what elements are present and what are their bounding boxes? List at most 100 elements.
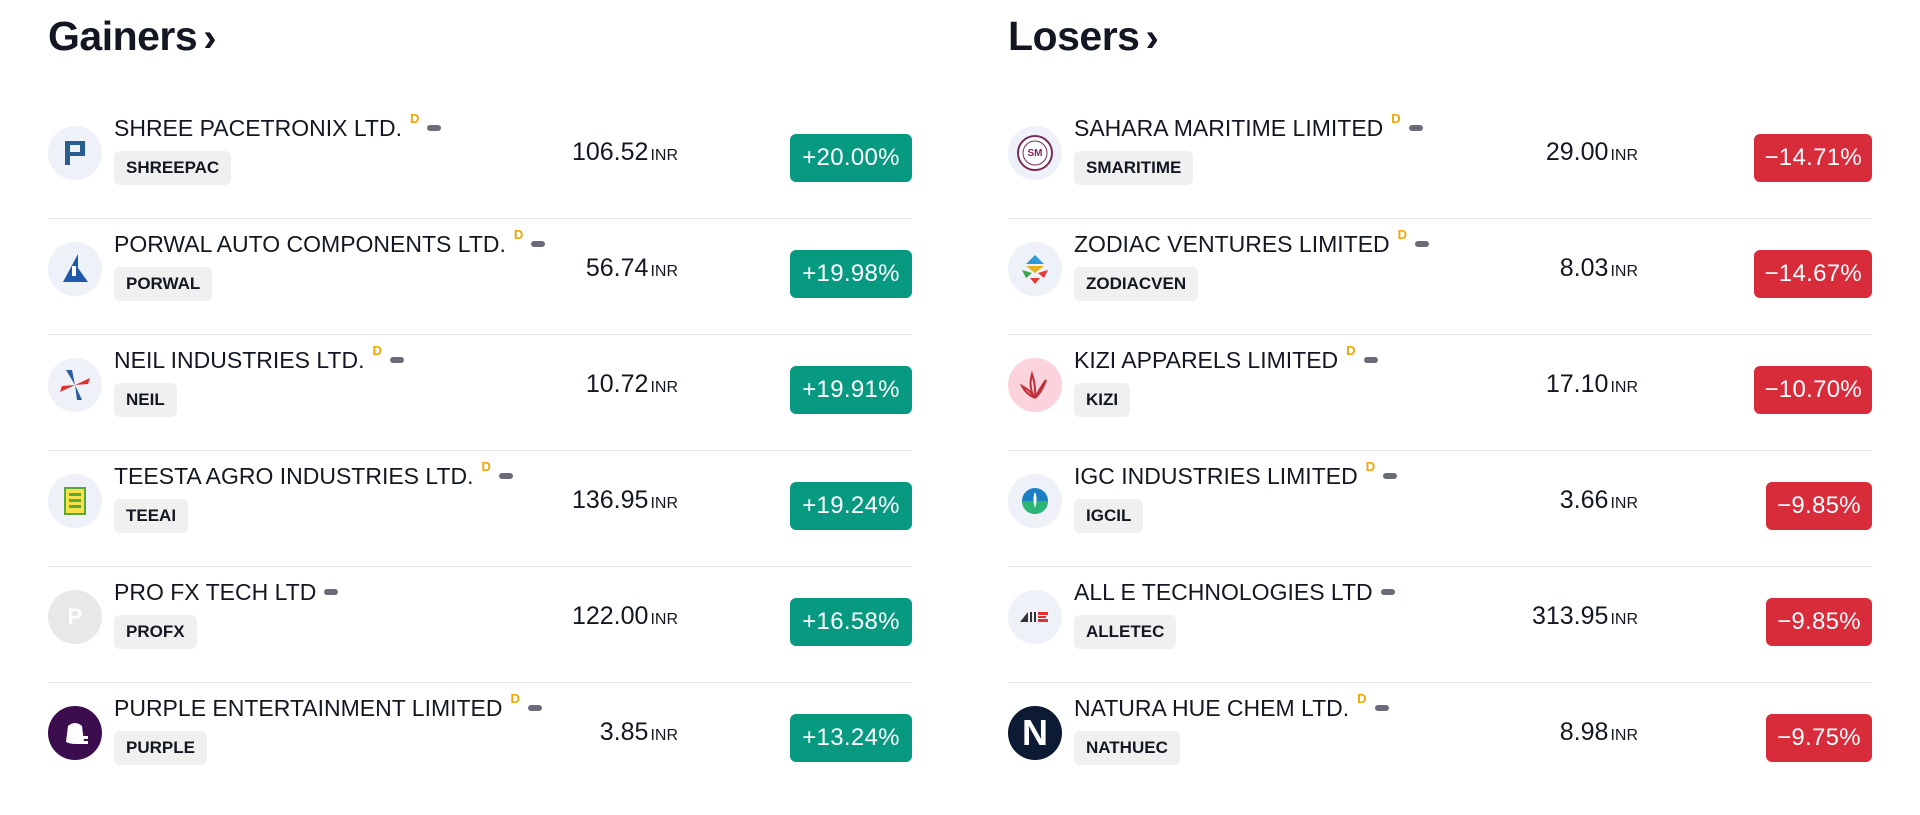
- company-name[interactable]: PURPLE ENTERTAINMENT LIMITED: [114, 695, 503, 721]
- change-badge: +19.24%: [790, 482, 912, 530]
- status-dash-icon: [1408, 125, 1423, 131]
- price: 122.00 INR: [572, 602, 678, 631]
- porwal-logo: [48, 242, 102, 296]
- company-name[interactable]: NEIL INDUSTRIES LTD.: [114, 347, 365, 373]
- chevron-right-icon: ›: [203, 15, 217, 60]
- ticker-badge[interactable]: PROFX: [114, 615, 197, 649]
- currency-label: INR: [650, 147, 678, 164]
- company-name[interactable]: TEESTA AGRO INDUSTRIES LTD.: [114, 463, 474, 489]
- nathuec-logo-letter: N: [1022, 712, 1048, 753]
- ticker-badge[interactable]: PURPLE: [114, 731, 207, 765]
- smaritime-logo-text: SM: [1027, 147, 1043, 159]
- d-flag-badge: D: [1357, 691, 1367, 706]
- change-badge: +19.91%: [790, 366, 912, 414]
- status-dash-icon: [1363, 357, 1378, 363]
- company-name[interactable]: SHREE PACETRONIX LTD.: [114, 115, 402, 141]
- price: 3.66 INR: [1560, 486, 1638, 515]
- losers-section: Losers › SM SAHARA MARITIME LIMITED D SM…: [1008, 0, 1872, 799]
- currency-label: INR: [1610, 263, 1638, 280]
- loser-row[interactable]: IGC INDUSTRIES LIMITED D IGCIL 3.66 INR −…: [1008, 451, 1872, 567]
- change-badge: +19.98%: [790, 250, 912, 298]
- price-value: 122.00: [571, 602, 649, 630]
- status-dash-icon: [1374, 705, 1389, 711]
- currency-label: INR: [650, 495, 678, 512]
- loser-row[interactable]: ZODIAC VENTURES LIMITED D ZODIACVEN 8.03…: [1008, 219, 1872, 335]
- d-flag-badge: D: [481, 459, 491, 474]
- change-badge: −9.85%: [1766, 482, 1872, 530]
- d-flag-badge: D: [513, 227, 524, 242]
- status-dash-icon: [531, 241, 546, 247]
- nathuec-logo: N: [1008, 706, 1062, 760]
- price-value: 8.03: [1559, 254, 1609, 282]
- d-flag-badge: D: [1397, 227, 1408, 242]
- losers-title-link[interactable]: Losers ›: [1008, 0, 1872, 72]
- status-dash-icon: [324, 589, 339, 595]
- price: 136.95 INR: [572, 486, 678, 515]
- gainer-row[interactable]: SHREE PACETRONIX LTD. D SHREEPAC 106.52 I…: [48, 103, 912, 219]
- loser-row[interactable]: ALL E TECHNOLOGIES LTD ALLETEC 313.95 INR…: [1008, 567, 1872, 683]
- currency-label: INR: [1610, 379, 1638, 396]
- company-name[interactable]: KIZI APPARELS LIMITED: [1074, 347, 1339, 373]
- ticker-badge[interactable]: IGCIL: [1074, 499, 1144, 533]
- ticker-badge[interactable]: TEEAI: [114, 499, 189, 533]
- price-value: 56.74: [585, 254, 649, 282]
- company-name[interactable]: NATURA HUE CHEM LTD.: [1074, 695, 1350, 721]
- price-value: 3.66: [1559, 486, 1609, 514]
- company-name[interactable]: ALL E TECHNOLOGIES LTD: [1074, 579, 1373, 605]
- company-name[interactable]: IGC INDUSTRIES LIMITED: [1074, 463, 1358, 489]
- chevron-right-icon: ›: [1145, 15, 1159, 60]
- d-flag-badge: D: [372, 343, 382, 358]
- price-value: 136.95: [571, 486, 649, 514]
- change-badge: −9.75%: [1766, 714, 1872, 762]
- currency-label: INR: [1610, 495, 1638, 512]
- d-flag-badge: D: [1391, 111, 1401, 126]
- price-value: 29.00: [1545, 138, 1609, 166]
- gainer-row[interactable]: PORWAL AUTO COMPONENTS LTD. D PORWAL 56.…: [48, 219, 912, 335]
- kizi-logo: [1008, 358, 1062, 412]
- gainer-row[interactable]: NEIL INDUSTRIES LTD. D NEIL 10.72 INR +19…: [48, 335, 912, 451]
- ticker-badge[interactable]: NATHUEC: [1074, 731, 1180, 765]
- price: 8.98 INR: [1560, 718, 1638, 747]
- shreepac-logo: [48, 126, 102, 180]
- company-name[interactable]: PORWAL AUTO COMPONENTS LTD.: [114, 231, 506, 257]
- status-dash-icon: [427, 125, 442, 131]
- price: 29.00 INR: [1546, 138, 1638, 167]
- ticker-badge[interactable]: ZODIACVEN: [1074, 267, 1199, 301]
- currency-label: INR: [1610, 727, 1638, 744]
- ticker-badge[interactable]: SMARITIME: [1074, 151, 1194, 185]
- purple-logo: [48, 706, 102, 760]
- status-dash-icon: [498, 473, 513, 479]
- company-name[interactable]: SAHARA MARITIME LIMITED: [1074, 115, 1384, 141]
- profx-logo: P: [48, 590, 102, 644]
- price: 17.10 INR: [1546, 370, 1638, 399]
- currency-label: INR: [650, 611, 678, 628]
- ticker-badge[interactable]: ALLETEC: [1074, 615, 1177, 649]
- gainer-row[interactable]: P PRO FX TECH LTD PROFX 122.00 INR +16.58…: [48, 567, 912, 683]
- ticker-badge[interactable]: PORWAL: [114, 267, 213, 301]
- losers-list: SM SAHARA MARITIME LIMITED D SMARITIME 2…: [1008, 103, 1872, 799]
- loser-row[interactable]: SM SAHARA MARITIME LIMITED D SMARITIME 2…: [1008, 103, 1872, 219]
- price: 10.72 INR: [586, 370, 678, 399]
- company-name[interactable]: PRO FX TECH LTD: [114, 579, 317, 605]
- gainer-row[interactable]: PURPLE ENTERTAINMENT LIMITED D PURPLE 3.…: [48, 683, 912, 799]
- status-dash-icon: [1383, 473, 1398, 479]
- price-value: 3.85: [599, 718, 649, 746]
- igcil-logo: [1008, 474, 1062, 528]
- loser-row[interactable]: KIZI APPARELS LIMITED D KIZI 17.10 INR −1…: [1008, 335, 1872, 451]
- ticker-badge[interactable]: NEIL: [114, 383, 177, 417]
- gainers-section: Gainers › SHREE PACETRONIX LTD. D SHREEP…: [48, 0, 912, 799]
- gainers-title-link[interactable]: Gainers ›: [48, 0, 912, 72]
- change-badge: +16.58%: [790, 598, 912, 646]
- ticker-badge[interactable]: SHREEPAC: [114, 151, 232, 185]
- gainer-row[interactable]: TEESTA AGRO INDUSTRIES LTD. D TEEAI 136.…: [48, 451, 912, 567]
- price: 313.95 INR: [1532, 602, 1638, 631]
- d-flag-badge: D: [1346, 343, 1356, 358]
- loser-row[interactable]: N NATURA HUE CHEM LTD. D NATHUEC 8.98 INR…: [1008, 683, 1872, 799]
- price: 3.85 INR: [600, 718, 678, 747]
- ticker-badge[interactable]: KIZI: [1074, 383, 1131, 417]
- change-badge: −9.85%: [1766, 598, 1872, 646]
- price-value: 17.10: [1545, 370, 1609, 398]
- price: 106.52 INR: [572, 138, 678, 167]
- company-name[interactable]: ZODIAC VENTURES LIMITED: [1074, 231, 1390, 257]
- gainers-title: Gainers: [48, 12, 198, 59]
